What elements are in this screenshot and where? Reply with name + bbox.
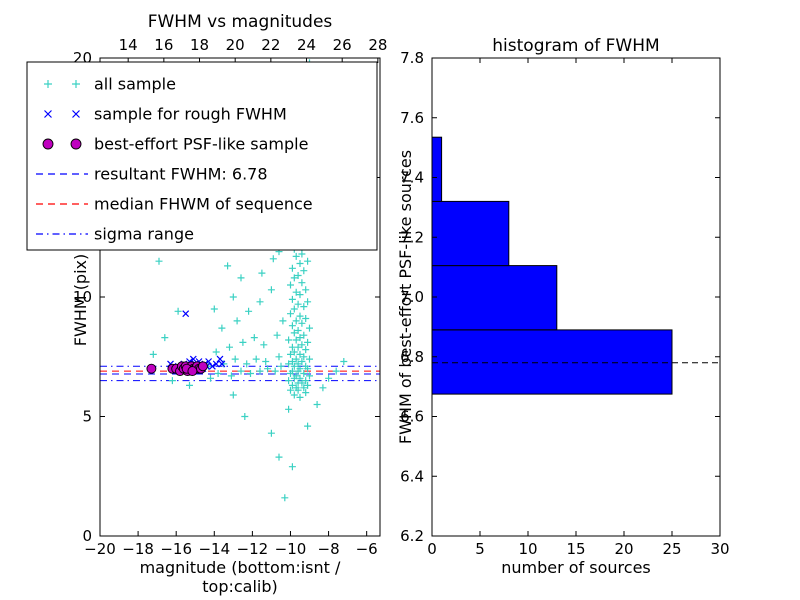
legend-marker xyxy=(70,138,82,150)
right-plot-title: histogram of FWHM xyxy=(492,36,660,56)
y-tick-label: 6.4 xyxy=(400,467,424,485)
legend-label: median FHWM of sequence xyxy=(94,195,313,214)
left-plot-title: FWHM vs magnitudes xyxy=(147,12,333,32)
y-tick-label: 6.2 xyxy=(400,527,424,545)
legend-label: all sample xyxy=(94,75,176,94)
top-x-tick-label: 16 xyxy=(154,36,173,54)
x-tick-label: −12 xyxy=(237,540,269,558)
top-x-tick-label: 24 xyxy=(297,36,316,54)
x-tick-label: 0 xyxy=(427,540,437,558)
right-plot: 0 5 10 15 20 25 30 6.2 6.4 6.6 6.8 7.0 7.2 7.4 7.6 7.8 xyxy=(400,49,729,558)
x-tick-label: −20 xyxy=(84,540,116,558)
x-tick-label: −16 xyxy=(160,540,192,558)
left-plot-ylabel: FWHM (pix) xyxy=(71,253,90,347)
top-x-tick-label: 22 xyxy=(261,36,280,54)
hist-bar xyxy=(431,265,558,331)
x-tick-label: −10 xyxy=(275,540,307,558)
y-tick-label: 7.0 xyxy=(400,288,424,306)
legend-item-median-fhwm-of-sequence: median FHWM of sequence xyxy=(36,195,313,214)
x-tick-label: −18 xyxy=(122,540,154,558)
marker-circle xyxy=(197,361,208,372)
top-x-tick-label: 14 xyxy=(119,36,138,54)
y-tick-label: 5 xyxy=(82,408,92,426)
y-tick-label: 7.2 xyxy=(400,228,424,246)
x-tick-label: 15 xyxy=(566,540,585,558)
x-tick-label: 25 xyxy=(662,540,681,558)
x-tick-label: −6 xyxy=(356,540,378,558)
legend-label: resultant FWHM: 6.78 xyxy=(94,165,268,184)
hist-bar xyxy=(431,329,673,395)
legend-marker xyxy=(42,138,54,150)
x-tick-label: 10 xyxy=(518,540,537,558)
hist-bar xyxy=(431,136,443,202)
x-tick-label: −8 xyxy=(318,540,340,558)
y-tick-label: 10 xyxy=(73,288,92,306)
x-tick-label: 5 xyxy=(475,540,485,558)
hist-bar xyxy=(431,200,510,267)
marker-circle xyxy=(146,363,157,374)
top-x-tick-label: 18 xyxy=(190,36,209,54)
y-tick-label: 6.8 xyxy=(400,348,424,366)
y-tick-label: 7.4 xyxy=(400,169,424,187)
y-tick-label: 0 xyxy=(82,527,92,545)
y-tick-label: 6.6 xyxy=(400,408,424,426)
series-best-effort-psf-like-sample xyxy=(146,361,208,377)
right-plot-xlabel: number of sources xyxy=(501,558,651,577)
legend-item-sample-for-rough-fwhm: sample for rough FWHM xyxy=(44,105,287,124)
left-plot: −20 −18 −16 −14 −12 −10 −8 −6 14 16 18 20 22 24 26 28 0 5… xyxy=(73,36,388,558)
top-x-tick-label: 28 xyxy=(368,36,387,54)
legend-item-best-effort-psf-like-sample: best-effort PSF-like sample xyxy=(42,135,308,154)
x-tick-label: 30 xyxy=(710,540,729,558)
legend-label: sample for rough FWHM xyxy=(94,105,287,124)
x-tick-label: 20 xyxy=(614,540,633,558)
legend-label: sigma range xyxy=(94,225,194,244)
top-x-tick-label: 26 xyxy=(333,36,352,54)
left-plot-xlabel: magnitude (bottom:isnt / top:calib) xyxy=(139,558,341,596)
y-tick-label: 7.6 xyxy=(400,109,424,127)
legend-box xyxy=(26,61,378,251)
top-x-tick-label: 20 xyxy=(226,36,245,54)
legend-label: best-effort PSF-like sample xyxy=(94,135,308,154)
legend-marker xyxy=(44,110,80,118)
legend-item-sigma-range: sigma range xyxy=(36,225,194,244)
right-plot-ylabel: FWHM of best-effort PSF-like sources xyxy=(396,149,415,445)
y-tick-label: 7.8 xyxy=(400,49,424,67)
marker-circle xyxy=(187,366,198,377)
legend-marker xyxy=(44,80,80,88)
legend-item-resultant-fwhm-6-78: resultant FWHM: 6.78 xyxy=(36,165,268,184)
legend: all sample sample for rough FWHM best-effo… xyxy=(26,61,378,251)
x-tick-label: −14 xyxy=(198,540,230,558)
legend-item-all-sample: all sample xyxy=(44,75,176,94)
